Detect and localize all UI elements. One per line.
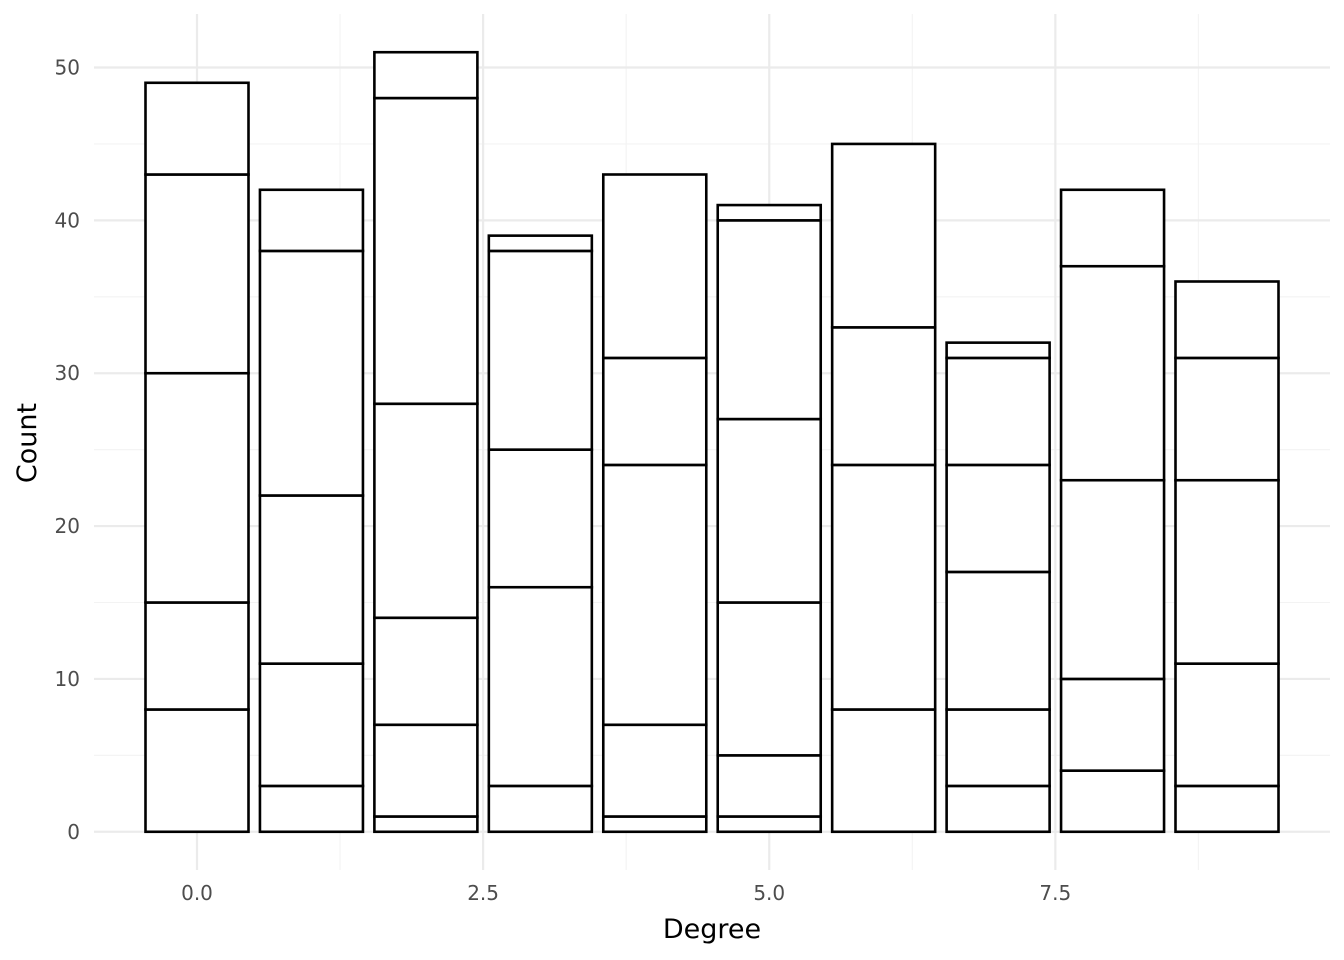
bar-9 [1174,280,1280,834]
bar-segment [258,249,365,497]
bar-segment [601,356,708,467]
bar-segment [1059,677,1166,772]
bar-segment [830,708,937,834]
bar-segment [373,402,479,620]
bar-segment [487,448,594,589]
bar-segment [1059,188,1166,268]
bar-segment [373,616,479,727]
bar-8 [1059,188,1166,834]
bar-segment [716,203,823,222]
y-tick-label: 30 [55,361,80,385]
y-tick-label: 50 [55,56,80,80]
bar-segment [144,601,250,711]
bar-segment [258,784,365,834]
bar-segment [373,815,479,834]
y-axis-title: Count [12,403,43,483]
x-tick-label: 5.0 [753,881,785,905]
bar-segment [945,356,1051,467]
x-tick-label: 0.0 [181,881,213,905]
bar-7 [945,341,1051,834]
x-axis-ticks: 0.0 2.5 5.0 7.5 [181,881,1071,905]
y-tick-label: 10 [55,667,80,691]
bar-segment [1174,784,1280,834]
bar-segment [1059,264,1166,482]
bar-segment [373,50,479,100]
bar-segment [144,371,250,604]
bar-segment [945,341,1051,360]
y-tick-label: 0 [67,820,80,844]
bar-segment [1174,662,1280,788]
bar-segment [487,784,594,834]
bar-0 [144,81,250,834]
bar-segment [1174,478,1280,665]
bar-segment [716,417,823,604]
bar-segment [1174,356,1280,482]
bar-segment [258,188,365,253]
bar-segment [716,815,823,834]
bar-segment [945,570,1051,711]
bar-segment [830,463,937,711]
bar-segment [1174,280,1280,360]
bar-segment [258,494,365,665]
x-tick-label: 2.5 [467,881,499,905]
bar-segment [601,173,708,360]
bar-segment [601,463,708,727]
bar-segment [716,219,823,421]
bar-segment [945,463,1051,574]
y-tick-label: 40 [55,208,80,232]
bar-segment [1059,769,1166,834]
bar-6 [830,142,937,834]
y-axis-ticks: 0 10 20 30 40 50 [55,56,80,844]
bar-segment [830,142,937,329]
bar-segment [487,585,594,788]
bar-segment [601,815,708,834]
bar-segment [487,249,594,451]
bar-segment [144,173,250,375]
bar-segment [945,784,1051,834]
bar-segment [373,96,479,406]
bar-segment [830,326,937,467]
bar-segment [373,723,479,818]
y-tick-label: 20 [55,514,80,538]
bar-segment [945,708,1051,788]
bar-segment [601,723,708,818]
bar-segment [1059,478,1166,681]
bar-5 [716,203,823,834]
bar-segment [144,81,250,176]
x-axis-title: Degree [663,914,761,945]
bar-1 [258,188,365,834]
bar-segment [716,601,823,757]
bar-3 [487,234,594,834]
bar-4 [601,173,708,834]
bar-segment [258,662,365,788]
x-tick-label: 7.5 [1039,881,1071,905]
bar-2 [373,50,479,834]
bar-segment [144,708,250,834]
bar-segment [716,754,823,818]
bars-layer [144,50,1280,834]
bar-segment [487,234,594,253]
